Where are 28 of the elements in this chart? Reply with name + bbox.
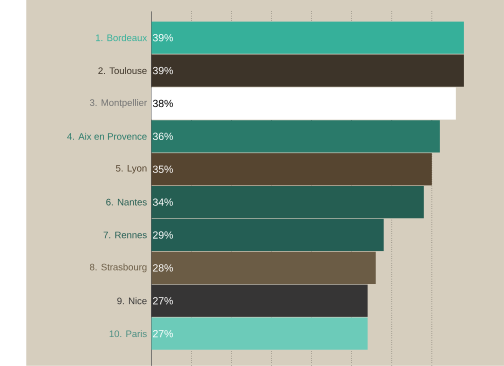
y-tick-label: 8. Strasbourg bbox=[90, 264, 146, 272]
y-tick-label: 3. Montpellier bbox=[90, 99, 147, 108]
bar bbox=[151, 153, 432, 186]
data-label: 27% bbox=[153, 297, 173, 304]
y-tick-label: 1. Bordeaux bbox=[96, 34, 147, 42]
y-tick-label: 4. Aix en Provence bbox=[67, 132, 147, 140]
bar bbox=[151, 284, 368, 317]
data-label: 29% bbox=[153, 231, 173, 239]
y-tick-label: 2. Toulouse bbox=[98, 67, 147, 74]
data-label: 35% bbox=[152, 166, 173, 173]
bar bbox=[151, 120, 440, 153]
y-tick-label: 9. Nice bbox=[117, 297, 147, 304]
data-label: 39% bbox=[152, 34, 173, 42]
bar bbox=[151, 318, 368, 350]
data-label: 39% bbox=[152, 66, 173, 74]
bar bbox=[151, 252, 376, 284]
bar bbox=[151, 87, 456, 120]
data-label: 28% bbox=[153, 264, 173, 272]
y-tick-label: 6. Nantes bbox=[106, 198, 147, 206]
bar bbox=[151, 54, 464, 87]
y-tick-label: 10. Paris bbox=[110, 330, 147, 338]
data-label: 38% bbox=[152, 100, 173, 108]
y-tick-label: 7. Rennes bbox=[104, 232, 147, 238]
data-label: 36% bbox=[152, 132, 173, 140]
data-label: 27% bbox=[153, 330, 173, 338]
data-label: 34% bbox=[152, 198, 173, 206]
y-tick-label: 5. Lyon bbox=[116, 165, 146, 174]
bar bbox=[151, 22, 464, 54]
